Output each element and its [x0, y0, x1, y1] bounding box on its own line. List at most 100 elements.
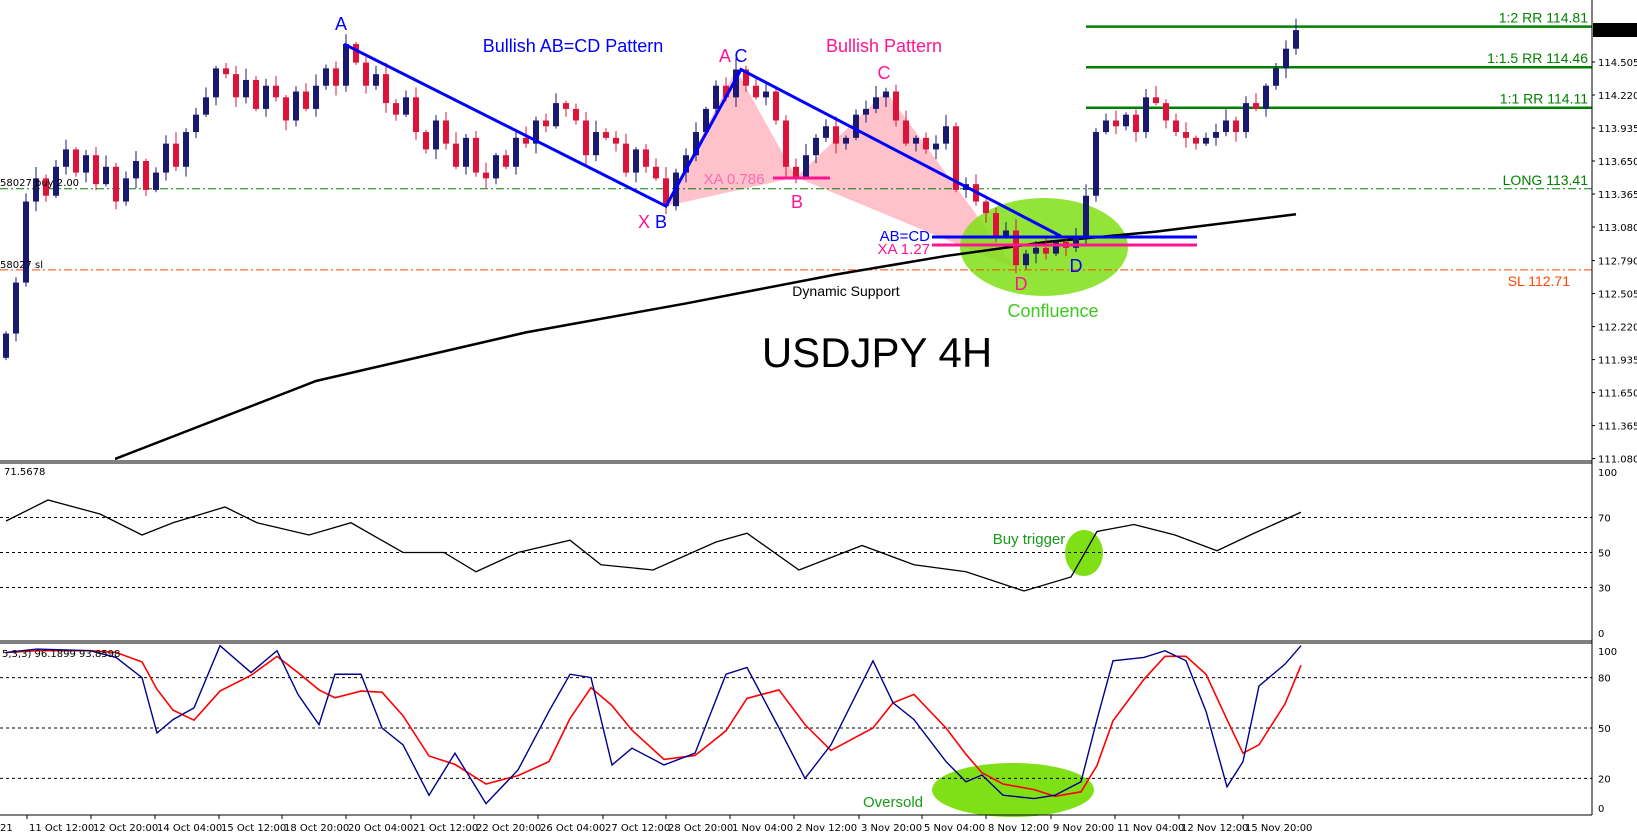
candle: [43, 174, 49, 202]
candle-body: [1163, 103, 1169, 121]
candle-body: [1173, 120, 1179, 133]
candle-body: [1003, 230, 1009, 237]
candle: [893, 84, 899, 127]
candle: [133, 151, 139, 189]
rsi-tick-label: 0: [1598, 629, 1604, 640]
candle: [1223, 109, 1229, 137]
stoch-tick-label: 50: [1598, 724, 1611, 735]
candle-body: [183, 132, 189, 167]
candle-body: [13, 282, 19, 334]
candle-body: [1243, 103, 1249, 133]
candle: [163, 135, 169, 181]
candle-body: [523, 137, 529, 144]
time-tick-label: 12 Oct 20:00: [93, 823, 158, 834]
candle-body: [533, 120, 539, 144]
candle-body: [453, 143, 459, 167]
candle-body: [323, 68, 329, 86]
candle: [363, 57, 369, 94]
candle-body: [563, 103, 569, 109]
candle: [573, 103, 579, 125]
candle: [583, 112, 589, 165]
candle: [823, 119, 829, 143]
oversold-ellipse: [932, 763, 1094, 817]
candle-body: [113, 166, 119, 202]
candle-body: [693, 132, 699, 156]
time-tick-label: 28 Oct 20:00: [668, 823, 733, 834]
candle-body: [1123, 114, 1129, 127]
point-c-blue: C: [735, 46, 748, 66]
order-sl-label: 58027 sl: [0, 260, 43, 271]
candle-body: [1193, 137, 1199, 144]
candle-body: [223, 68, 229, 75]
candle-body: [1133, 114, 1139, 133]
candle: [1233, 116, 1239, 142]
candle: [653, 158, 659, 181]
candle-body: [413, 97, 419, 133]
candle: [23, 193, 29, 287]
candle-body: [1103, 120, 1109, 133]
candle-body: [703, 108, 709, 133]
candle-body: [953, 126, 959, 190]
candle: [303, 83, 309, 112]
candle-body: [983, 201, 989, 214]
candle: [853, 109, 859, 141]
candle: [1173, 113, 1179, 137]
candle: [323, 64, 329, 90]
candle: [883, 87, 889, 108]
time-tick-label: 15 Oct 12:00: [221, 823, 286, 834]
candle-body: [1153, 97, 1159, 104]
candle: [1123, 112, 1129, 131]
candle: [263, 78, 269, 117]
candle-body: [713, 85, 719, 109]
candle-body: [733, 69, 739, 98]
candle: [393, 99, 399, 121]
time-tick-label: 18 Oct 20:00: [284, 823, 349, 834]
candle-body: [1263, 85, 1269, 109]
point-d-blue: D: [1070, 256, 1083, 276]
candle: [193, 107, 199, 139]
candle: [293, 86, 299, 127]
candle: [213, 66, 219, 106]
stoch-tick-label: 80: [1598, 674, 1611, 685]
candle-body: [33, 178, 39, 202]
candle-body: [143, 160, 149, 190]
point-d-pink: D: [1015, 274, 1028, 294]
candle: [223, 63, 229, 79]
candle: [203, 87, 209, 117]
candle: [1183, 122, 1189, 148]
candle-body: [263, 85, 269, 109]
time-tick-label: 15 Nov 20:00: [1245, 823, 1312, 834]
order-buy-label: 58027 buy 2.00: [0, 178, 79, 189]
candle-body: [823, 126, 829, 138]
point-a-pink: A: [719, 46, 731, 66]
candle-body: [1023, 253, 1029, 266]
candle-body: [83, 155, 89, 173]
candle: [603, 128, 609, 141]
candle: [563, 100, 569, 117]
candle: [553, 93, 559, 129]
price-tick-label: 112.505: [1598, 290, 1637, 301]
candle: [703, 106, 709, 135]
point-b-pink: B: [791, 192, 803, 212]
rsi-tick-label: 30: [1598, 584, 1611, 595]
candle: [283, 94, 289, 131]
abcd-label: AB=CD: [880, 228, 931, 245]
candle: [613, 131, 619, 152]
candle-body: [1213, 132, 1219, 138]
candle-body: [993, 213, 999, 237]
price-tick-label: 112.790: [1598, 257, 1637, 268]
candle: [903, 110, 909, 146]
price-tick-label: 112.220: [1598, 323, 1637, 334]
candle: [73, 147, 79, 177]
candle-body: [203, 97, 209, 115]
oversold-label: Oversold: [863, 794, 923, 811]
candle-body: [193, 114, 199, 133]
dynamic-support-label: Dynamic Support: [792, 283, 899, 299]
candle: [453, 132, 459, 170]
time-tick-label: 12 Nov 12:00: [1181, 823, 1248, 834]
candle: [1143, 88, 1149, 139]
candle: [1243, 96, 1249, 139]
candle-body: [123, 178, 129, 202]
candle: [1133, 109, 1139, 142]
abcd-pattern-title: Bullish AB=CD Pattern: [483, 36, 664, 56]
